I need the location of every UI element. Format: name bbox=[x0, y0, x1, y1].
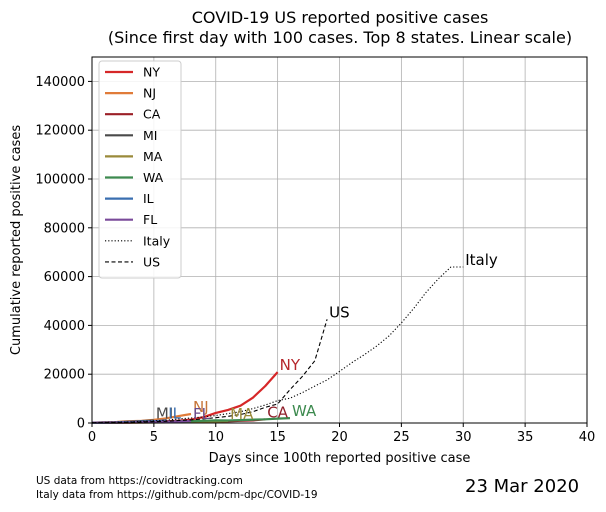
data-source-note: US data from https://covidtracking.com I… bbox=[36, 475, 318, 502]
series-end-label-italy: Italy bbox=[465, 251, 498, 269]
legend-label-ny: NY bbox=[143, 65, 160, 80]
series-end-label-wa: WA bbox=[292, 402, 317, 420]
us-data-source: US data from https://covidtracking.com bbox=[36, 475, 243, 487]
legend-label-ca: CA bbox=[143, 107, 161, 122]
series-end-label-ny: NY bbox=[280, 356, 301, 374]
legend-label-italy: Italy bbox=[143, 233, 171, 248]
x-tick-label: 25 bbox=[393, 430, 410, 445]
chart-title-line: COVID-19 US reported positive cases bbox=[192, 8, 489, 27]
y-tick-label: 60000 bbox=[44, 270, 85, 285]
report-date: 23 Mar 2020 bbox=[465, 476, 580, 497]
legend-label-fl: FL bbox=[143, 212, 157, 227]
x-tick-label: 15 bbox=[269, 430, 286, 445]
x-tick-label: 5 bbox=[150, 430, 158, 445]
x-tick-label: 0 bbox=[88, 430, 96, 445]
y-tick-label: 100000 bbox=[35, 173, 85, 188]
y-tick-label: 40000 bbox=[44, 319, 85, 334]
legend-label-us: US bbox=[143, 254, 160, 269]
x-tick-label: 30 bbox=[455, 430, 472, 445]
legend-label-il: IL bbox=[143, 191, 154, 206]
legend-label-nj: NJ bbox=[143, 86, 156, 101]
x-tick-label: 20 bbox=[331, 430, 348, 445]
x-tick-label: 35 bbox=[517, 430, 534, 445]
series-end-label-il: IL bbox=[168, 404, 181, 422]
x-axis-label: Days since 100th reported positive case bbox=[209, 451, 471, 466]
series-end-label-ma: MA bbox=[230, 405, 254, 423]
series-end-label-ca: CA bbox=[267, 403, 288, 421]
legend-label-wa: WA bbox=[143, 170, 164, 185]
x-tick-label: 10 bbox=[207, 430, 224, 445]
series-end-label-nj: NJ bbox=[193, 398, 209, 416]
series-line-italy bbox=[91, 266, 464, 424]
y-tick-label: 140000 bbox=[35, 75, 85, 90]
legend: NY NJ CA MI MA WA IL FL Italy US bbox=[98, 60, 182, 279]
y-tick-label: 80000 bbox=[44, 221, 85, 236]
legend-label-ma: MA bbox=[143, 149, 163, 164]
y-tick-label: 120000 bbox=[35, 124, 85, 139]
y-tick-label: 0 bbox=[77, 417, 85, 432]
y-axis-label: Cumulative reported positive cases bbox=[9, 125, 24, 355]
series-end-label-us: US bbox=[329, 303, 350, 321]
series-end-label-mi: MI bbox=[156, 404, 173, 422]
chart-title-line: (Since first day with 100 cases. Top 8 s… bbox=[108, 28, 572, 47]
y-tick-label: 20000 bbox=[44, 368, 85, 383]
italy-data-source: Italy data from https://github.com/pcm-d… bbox=[36, 488, 318, 501]
series-end-label-fl: FL bbox=[193, 405, 211, 423]
legend-label-mi: MI bbox=[143, 128, 157, 143]
series-line-us bbox=[91, 319, 328, 424]
x-tick-label: 40 bbox=[579, 430, 596, 445]
chart: COVID-19 US reported positive cases(Sinc… bbox=[9, 8, 596, 466]
